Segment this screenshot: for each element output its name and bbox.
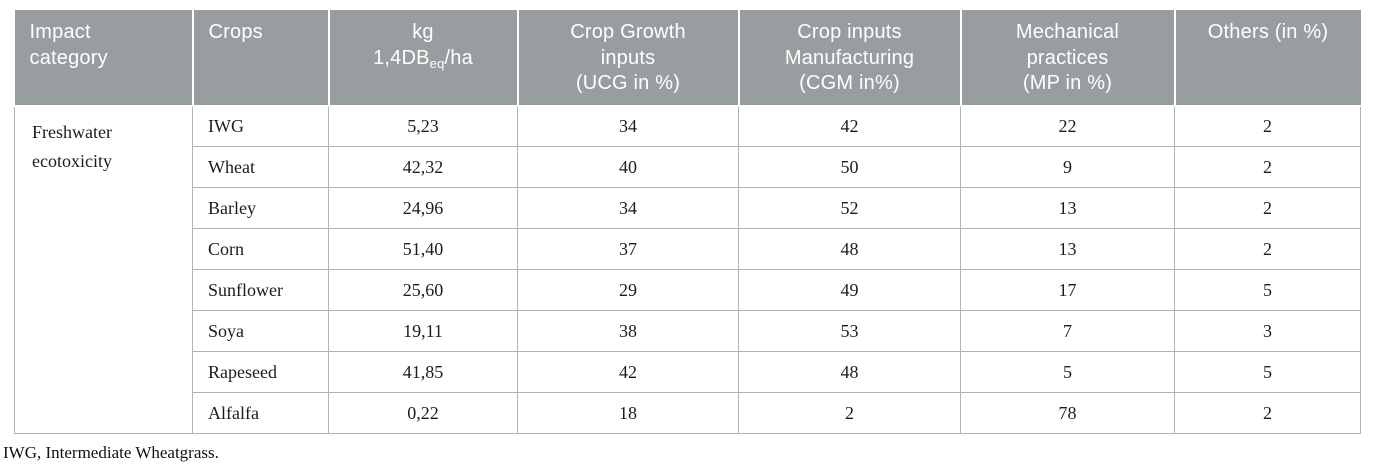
cgm-value-cell: 53 <box>738 310 961 353</box>
crop-name-cell: Alfalfa <box>192 392 329 435</box>
kg-value-cell: 19,11 <box>328 310 518 353</box>
ucg-value-cell: 34 <box>517 105 739 148</box>
mp-value-cell: 13 <box>960 228 1175 271</box>
crop-name-cell: Soya <box>192 310 329 353</box>
cgm-value-cell: 48 <box>738 228 961 271</box>
table-row: Freshwater ecotoxicity IWG 5,23 34 42 22… <box>14 105 1361 435</box>
col-header-crops: Crops <box>192 10 330 107</box>
kg-value-cell: 42,32 <box>328 146 518 189</box>
ucg-value-cell: 34 <box>517 187 739 230</box>
others-value-cell: 2 <box>1174 228 1361 271</box>
ucg-value-cell: 37 <box>517 228 739 271</box>
others-value-cell: 2 <box>1174 146 1361 189</box>
cgm-value-cell: 52 <box>738 187 961 230</box>
others-value-cell: 2 <box>1174 105 1361 148</box>
crop-name-cell: Corn <box>192 228 329 271</box>
footnote: IWG, Intermediate Wheatgrass. <box>3 443 219 463</box>
ucg-value-cell: 40 <box>517 146 739 189</box>
crop-name-cell: Sunflower <box>192 269 329 312</box>
crop-name-cell: Wheat <box>192 146 329 189</box>
mp-value-cell: 13 <box>960 187 1175 230</box>
ucg-value-cell: 38 <box>517 310 739 353</box>
kg-unit-suffix: /ha <box>444 46 473 69</box>
kg-unit-line1: kg <box>412 21 434 43</box>
crop-name-cell: IWG <box>192 105 329 148</box>
kg-value-cell: 0,22 <box>328 392 518 435</box>
cgm-value-cell: 49 <box>738 269 961 312</box>
kg-value-cell: 5,23 <box>328 105 518 148</box>
table-row: Wheat 42,32 40 50 9 2 <box>15 146 1361 189</box>
kg-unit-subscript: eq <box>429 55 445 71</box>
others-value-cell: 2 <box>1174 392 1361 435</box>
impact-category-cell: Freshwater ecotoxicity <box>14 105 193 435</box>
kg-value-cell: 24,96 <box>328 187 518 230</box>
kg-unit-base: 1,4DB <box>373 46 430 69</box>
cgm-value-cell: 2 <box>738 392 961 435</box>
others-value-cell: 2 <box>1174 187 1361 230</box>
mp-value-cell: 7 <box>960 310 1175 353</box>
mp-value-cell: 22 <box>960 105 1175 148</box>
ucg-value-cell: 29 <box>517 269 739 312</box>
col-header-impact-category: Impact category <box>14 10 194 107</box>
mp-value-cell: 78 <box>960 392 1175 435</box>
mp-value-cell: 9 <box>960 146 1175 189</box>
cgm-value-cell: 42 <box>738 105 961 148</box>
table-row: Barley 24,96 34 52 13 2 <box>15 187 1361 230</box>
cgm-value-cell: 50 <box>738 146 961 189</box>
col-header-others: Others (in %) <box>1174 10 1361 107</box>
col-header-crop-growth-inputs: Crop Growth inputs (UCG in %) <box>517 10 740 107</box>
table-row: Rapeseed 41,85 42 48 5 5 <box>15 351 1361 394</box>
impact-table: Impact category Crops kg 1,4DBeq/ha Crop … <box>14 10 1361 435</box>
ucg-value-cell: 18 <box>517 392 739 435</box>
table-row: Alfalfa 0,22 18 2 78 2 <box>15 392 1361 435</box>
header-row: Impact category Crops kg 1,4DBeq/ha Crop … <box>14 10 1361 107</box>
others-value-cell: 5 <box>1174 269 1361 312</box>
crop-name-cell: Rapeseed <box>192 351 329 394</box>
others-value-cell: 5 <box>1174 351 1361 394</box>
mp-value-cell: 17 <box>960 269 1175 312</box>
kg-value-cell: 51,40 <box>328 228 518 271</box>
col-header-mechanical-practices: Mechanical practices (MP in %) <box>960 10 1176 107</box>
kg-value-cell: 41,85 <box>328 351 518 394</box>
cgm-value-cell: 48 <box>738 351 961 394</box>
others-value-cell: 3 <box>1174 310 1361 353</box>
crop-name-cell: Barley <box>192 187 329 230</box>
ucg-value-cell: 42 <box>517 351 739 394</box>
mp-value-cell: 5 <box>960 351 1175 394</box>
table-row: Corn 51,40 37 48 13 2 <box>15 228 1361 271</box>
col-header-kg-unit: kg 1,4DBeq/ha <box>328 10 519 107</box>
table-row: Soya 19,11 38 53 7 3 <box>15 310 1361 353</box>
col-header-crop-inputs-manufacturing: Crop inputs Manufacturing (CGM in%) <box>738 10 962 107</box>
kg-value-cell: 25,60 <box>328 269 518 312</box>
table-row: Sunflower 25,60 29 49 17 5 <box>15 269 1361 312</box>
